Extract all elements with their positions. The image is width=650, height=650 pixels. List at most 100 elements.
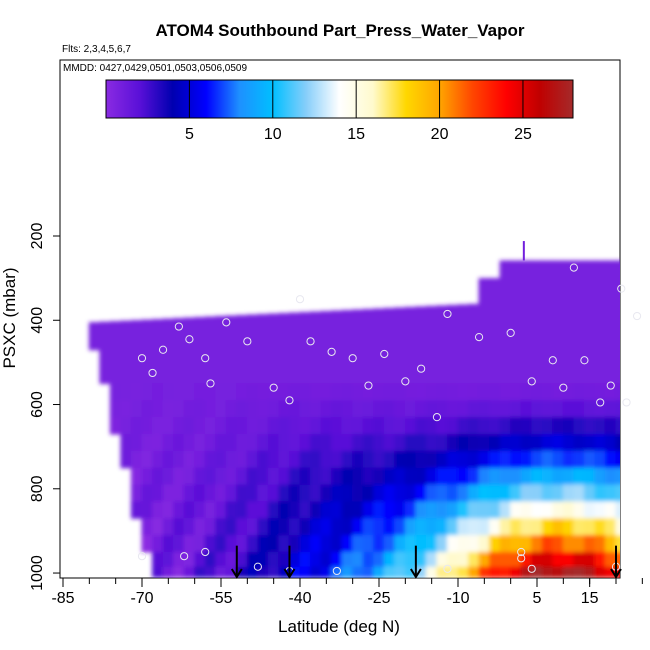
heatmap-cell <box>489 417 501 435</box>
heatmap-cell <box>383 467 396 486</box>
heatmap-cell <box>130 450 143 469</box>
heatmap-cell <box>510 484 522 502</box>
heatmap-cell <box>162 318 175 334</box>
heatmap-cell <box>120 434 132 452</box>
heatmap-cell <box>215 366 227 384</box>
heatmap-cell <box>489 434 501 452</box>
heatmap-cell <box>173 467 185 486</box>
heatmap-cell <box>594 265 606 283</box>
heatmap-cell <box>510 332 522 351</box>
heatmap-cell <box>394 417 406 435</box>
heatmap-cell <box>562 383 575 401</box>
heatmap-cell <box>141 501 154 519</box>
heatmap-cell <box>246 501 259 519</box>
heatmap-cell <box>204 349 217 368</box>
heatmap-cell <box>446 501 459 519</box>
heatmap-cell <box>604 260 617 266</box>
heatmap-cell <box>267 349 280 368</box>
heatmap-cell <box>626 282 638 299</box>
heatmap-cell <box>510 260 522 266</box>
heatmap-cell <box>489 316 501 334</box>
sample-point <box>137 354 147 363</box>
heatmap-cell <box>404 518 417 536</box>
heatmap-cell <box>394 450 406 469</box>
heatmap-cell <box>436 467 448 486</box>
heatmap-cell <box>425 366 438 384</box>
heatmap-cell <box>562 467 575 486</box>
heatmap-cell <box>310 316 322 334</box>
heatmap-cell <box>615 501 620 519</box>
heatmap-cell <box>478 484 491 502</box>
heatmap-cell <box>204 518 217 536</box>
heatmap-cell <box>457 400 470 418</box>
heatmap-cell <box>152 535 164 553</box>
heatmap-cell <box>583 450 596 469</box>
sample-point <box>527 377 536 386</box>
heatmap-cell <box>257 484 269 502</box>
heatmap-cell <box>288 551 301 568</box>
heatmap-cell <box>152 551 164 568</box>
heatmap-cell <box>257 501 269 519</box>
heatmap-cell <box>478 332 491 351</box>
heatmap-cell <box>510 535 522 553</box>
heatmap-cell <box>436 566 448 578</box>
heatmap-cell <box>499 260 512 266</box>
heatmap-cell <box>257 417 269 435</box>
heatmap-cell <box>457 535 470 553</box>
heatmap-cell <box>404 484 417 502</box>
heatmap-cell <box>552 265 564 283</box>
heatmap-cell <box>626 451 638 468</box>
heatmap-cell <box>173 400 185 418</box>
heatmap-cell <box>415 417 427 435</box>
heatmap-cell <box>489 566 501 578</box>
heatmap-cell <box>152 501 164 519</box>
heatmap-cell <box>215 501 227 519</box>
heatmap-cell <box>152 319 164 334</box>
heatmap-cell <box>552 535 564 553</box>
heatmap-cell <box>604 282 617 300</box>
profile-arrow <box>230 545 243 579</box>
heatmap-cell <box>457 349 470 368</box>
x-tick-label: -85 <box>51 590 74 607</box>
heatmap-cell <box>594 551 606 568</box>
heatmap-cell <box>552 383 564 401</box>
heatmap-cell <box>541 417 554 435</box>
heatmap-cell <box>236 349 248 368</box>
heatmap-cell <box>489 484 501 502</box>
heatmap-cell <box>152 450 164 469</box>
heatmap-cell <box>341 518 354 536</box>
y-tick-label: 600 <box>29 391 46 418</box>
heatmap-cell <box>499 282 512 300</box>
heatmap-cell <box>246 467 259 486</box>
heatmap-cell <box>278 484 290 502</box>
sample-point <box>517 547 526 557</box>
heatmap-cell <box>204 501 217 519</box>
heatmap-cell <box>362 316 375 334</box>
heatmap-cell <box>499 434 512 452</box>
heatmap-cell <box>257 551 269 568</box>
heatmap-cell <box>204 383 217 401</box>
heatmap-cell <box>383 316 396 334</box>
heatmap-cell <box>194 467 206 486</box>
heatmap-cell <box>183 467 196 486</box>
heatmap-cell <box>267 313 280 317</box>
heatmap-cell <box>520 501 533 519</box>
heatmap-cell <box>489 366 501 384</box>
heatmap-cell <box>637 265 649 282</box>
heatmap-cell <box>173 566 185 578</box>
heatmap-cell <box>225 551 238 568</box>
heatmap-cell <box>173 551 185 568</box>
heatmap-cell <box>637 367 649 384</box>
heatmap-cell <box>562 265 575 283</box>
heatmap-cell <box>478 278 491 283</box>
heatmap-cell <box>152 400 164 418</box>
heatmap-cell <box>457 316 470 334</box>
heatmap-cell <box>120 450 132 469</box>
heatmap-cell <box>299 316 312 334</box>
heatmap-cell <box>236 400 248 418</box>
sample-point <box>559 383 568 392</box>
heatmap-cell <box>541 400 554 418</box>
heatmap-cell <box>194 417 206 435</box>
heatmap-cell <box>415 551 427 568</box>
y-tick-label: 800 <box>29 475 46 502</box>
